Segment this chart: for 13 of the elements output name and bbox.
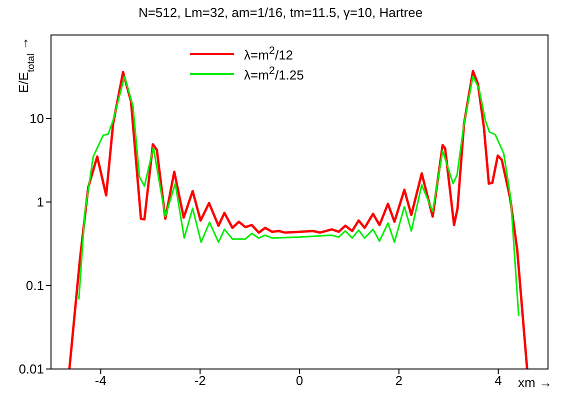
legend-label: λ=m$^{2}$/1.25 [244,65,304,83]
y-tick-label: 10 [30,111,44,126]
chart-title: N=512, Lm=32, am=1/16, tm=11.5, γ=10, Hartree [137,5,424,21]
x-tick-label: -4 [94,373,106,388]
x-tick-label: -2 [194,373,206,388]
y-tick-label: 0.01 [18,362,44,377]
legend-label: λ=m$^{2}$/12 [244,45,294,63]
x-tick-label: 4 [494,373,502,388]
y-tick-label: 1 [36,194,44,210]
x-tick-label: 0 [296,373,304,388]
x-tick-label: 2 [395,373,403,388]
y-tick-label: 0.1 [26,278,44,294]
x-axis-title: xm → [518,375,552,390]
